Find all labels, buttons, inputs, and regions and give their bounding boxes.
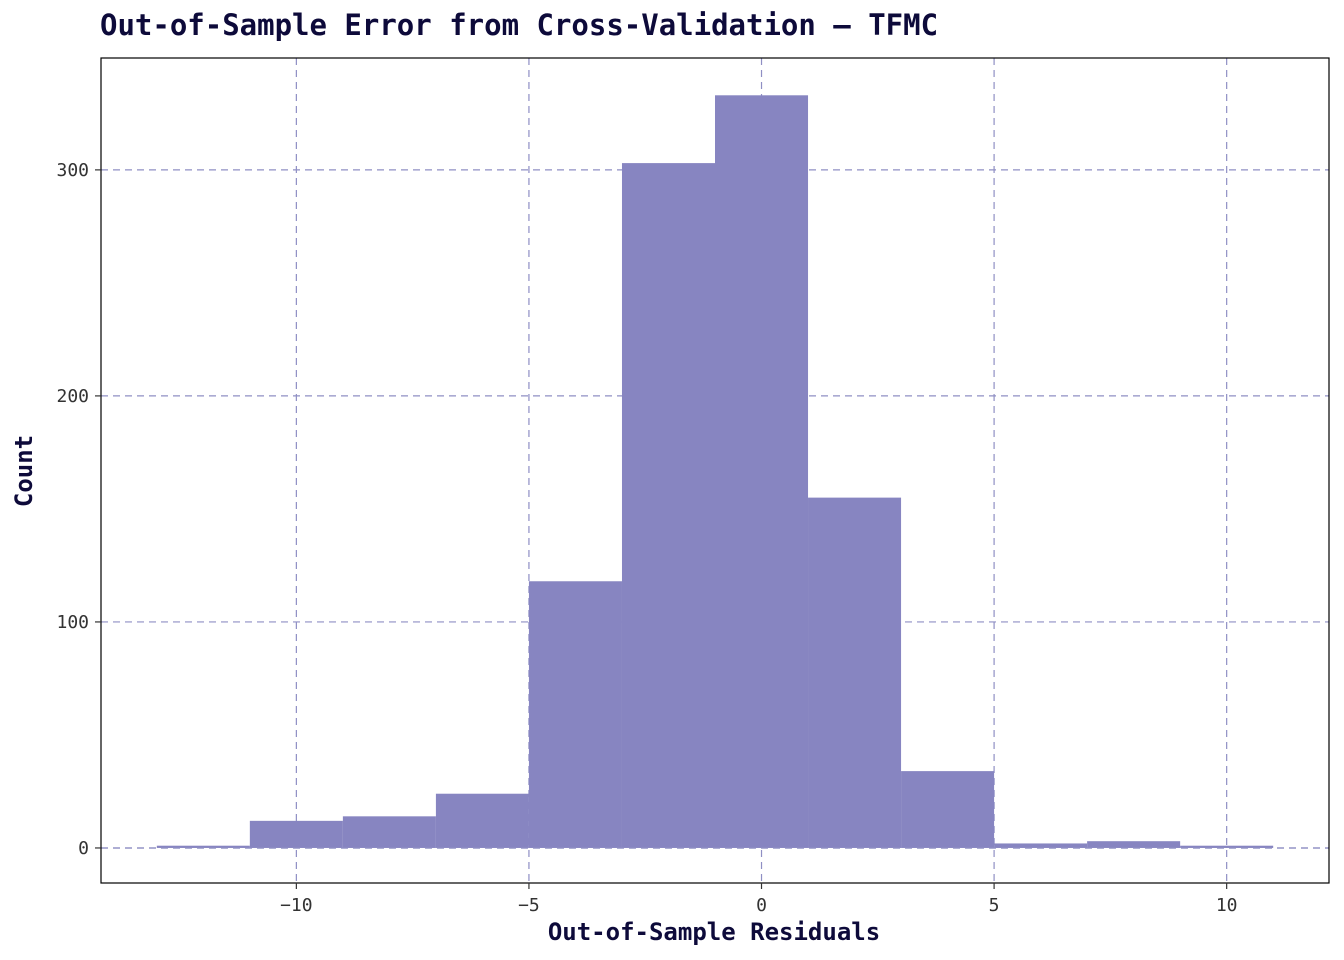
histogram-bar	[715, 95, 809, 848]
histogram-bar	[435, 793, 529, 848]
x-tick-label: −10	[280, 895, 313, 916]
y-axis-title: Count	[10, 435, 38, 507]
x-tick-label: 0	[756, 895, 767, 916]
histogram-bar	[1087, 841, 1181, 848]
histogram-bar	[901, 771, 995, 848]
y-tick-label: 300	[56, 160, 89, 181]
histogram-bar	[1180, 845, 1274, 848]
x-axis-ticks: −10 −5 0 5 10	[280, 883, 1238, 916]
y-tick-label: 200	[56, 386, 89, 407]
histogram-bars	[101, 95, 1329, 849]
plot-frame	[100, 57, 1330, 884]
x-tick-label: 5	[989, 895, 1000, 916]
x-tick-label: −5	[518, 895, 540, 916]
histogram-bar	[994, 843, 1088, 848]
x-axis-title: Out-of-Sample Residuals	[548, 918, 880, 946]
histogram-bar	[528, 581, 622, 848]
histogram-bar	[342, 816, 436, 848]
histogram-bar	[249, 820, 343, 848]
y-tick-label: 100	[56, 612, 89, 633]
x-tick-label: 10	[1216, 895, 1238, 916]
y-tick-label: 0	[78, 838, 89, 859]
histogram-bar	[808, 497, 902, 848]
chart-title: Out-of-Sample Error from Cross-Validatio…	[100, 8, 938, 42]
y-axis-ticks: 0 100 200 300	[56, 160, 101, 859]
histogram-bar	[156, 845, 250, 848]
histogram-bar	[621, 163, 715, 848]
